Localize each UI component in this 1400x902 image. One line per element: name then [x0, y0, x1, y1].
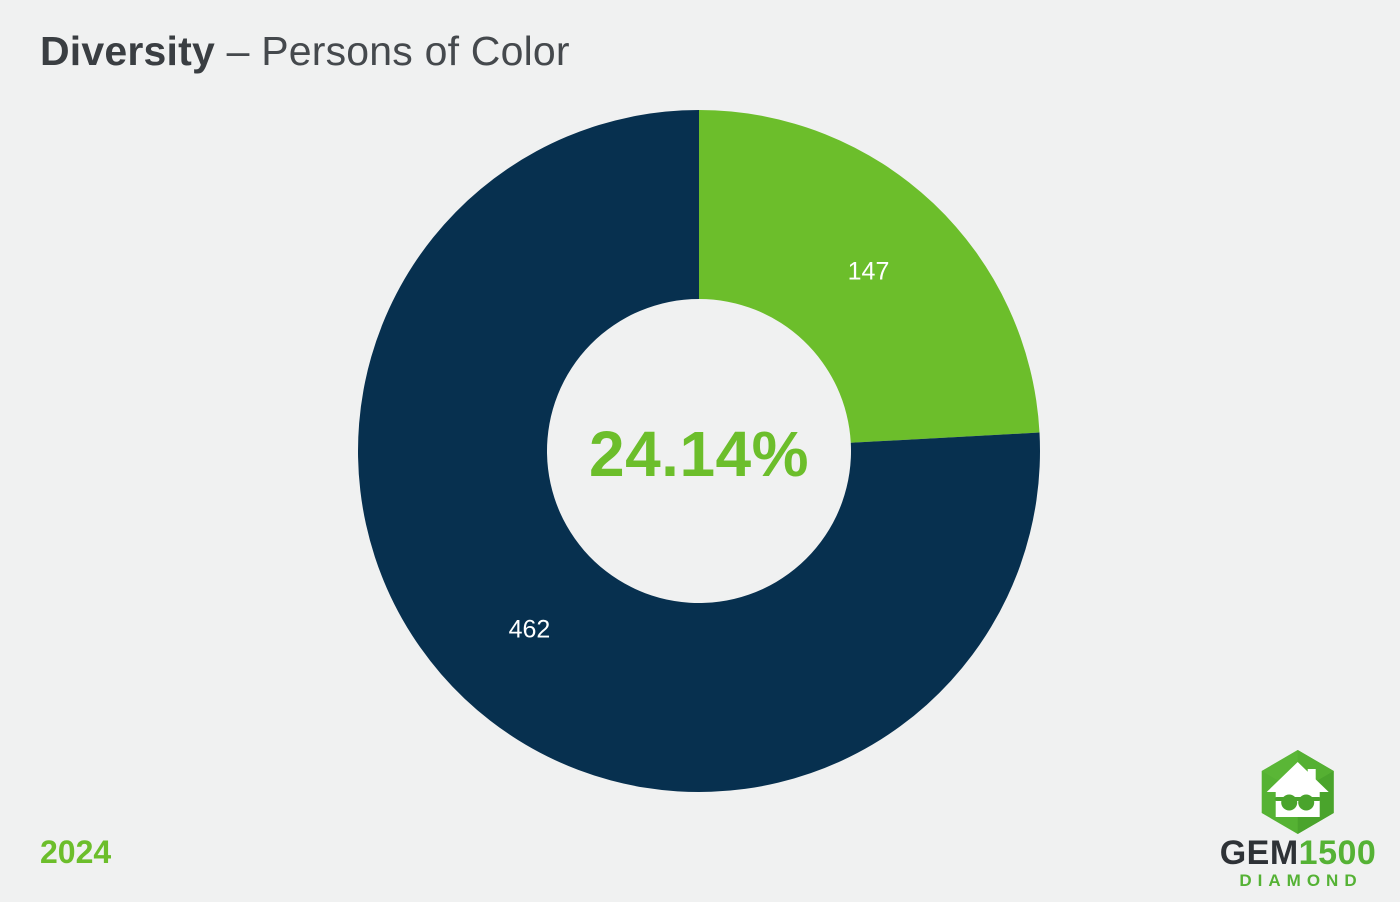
- house-sunglasses-hexagon-icon: [1262, 750, 1334, 834]
- donut-slice-0[interactable]: [699, 110, 1040, 443]
- page-title: Diversity – Persons of Color: [40, 28, 570, 75]
- donut-chart: [349, 101, 1049, 801]
- page-title-rest: – Persons of Color: [215, 28, 570, 74]
- year-label: 2024: [40, 834, 112, 870]
- donut-slice-1[interactable]: [358, 110, 1041, 792]
- page-title-bold: Diversity: [40, 28, 216, 74]
- logo-brand-bold: GEM: [1219, 834, 1299, 872]
- donut-svg: [358, 110, 1041, 792]
- gem1500-logo: GEM1500 DIAMOND: [1220, 750, 1377, 891]
- logo-tagline: DIAMOND: [1239, 871, 1363, 890]
- donut-center-percentage: 24.14%: [588, 418, 810, 490]
- logo-wordmark: GEM1500: [1220, 836, 1377, 870]
- logo-brand-number: 1500: [1298, 834, 1377, 872]
